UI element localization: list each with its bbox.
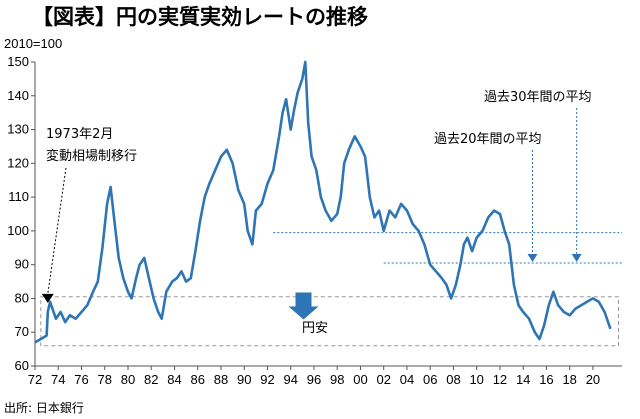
chart-title: 【図表】円の実質実効レートの推移 <box>32 5 368 29</box>
x-tick-label: 96 <box>307 372 321 387</box>
avg20-label: 過去20年間の平均 <box>434 132 542 147</box>
y-tick-label: 110 <box>8 189 29 204</box>
range-box <box>40 296 620 347</box>
avg30-label: 過去30年間の平均 <box>484 90 592 105</box>
source-note: 出所: 日本銀行 <box>4 401 84 415</box>
x-tick-label: 94 <box>283 372 297 387</box>
y-tick-label: 120 <box>7 155 29 170</box>
plot-area <box>34 62 622 367</box>
weak-yen-label: 円安 <box>302 321 328 336</box>
x-tick-label: 84 <box>167 372 181 387</box>
start-marker-triangle <box>41 293 54 303</box>
x-tick-label: 78 <box>98 372 112 387</box>
x-tick-label: 88 <box>214 372 228 387</box>
start-note-line2: 変動相場制移行 <box>46 148 137 164</box>
average-lines <box>273 232 622 264</box>
x-tick-label: 20 <box>586 372 600 387</box>
x-tick-label: 06 <box>423 372 437 387</box>
annotations: 1973年2月 変動相場制移行 過去20年間の平均 過去30年間の平均 円安 <box>41 90 592 336</box>
start-note-leader <box>47 167 67 294</box>
weak-yen-range-box <box>40 296 620 347</box>
series-layer <box>34 60 612 344</box>
x-tick-label: 12 <box>493 372 507 387</box>
x-tick-label: 00 <box>353 372 367 387</box>
x-tick-label: 14 <box>516 372 530 387</box>
x-tick-label: 82 <box>144 372 158 387</box>
y-tick-label: 130 <box>7 122 29 137</box>
avg20-arrow-head <box>527 253 538 262</box>
y-tick-label: 60 <box>15 358 29 373</box>
x-tick-label: 18 <box>562 372 576 387</box>
x-tick-label: 92 <box>260 372 274 387</box>
y-tick-label: 70 <box>15 324 29 339</box>
x-axis: 72 74 76 78 80 82 84 86 88 90 92 94 96 98 00 02 04 06 08 10… <box>28 366 600 387</box>
x-tick-label: 04 <box>400 372 414 387</box>
x-tick-label: 76 <box>74 372 88 387</box>
y-axis: 60 70 80 90 100 110 120 130 140 150 <box>7 54 35 373</box>
y-tick-label: 100 <box>7 223 29 238</box>
avg30-arrow-head <box>571 253 582 262</box>
y-tick-label: 150 <box>7 54 29 69</box>
x-tick-label: 80 <box>121 372 135 387</box>
x-tick-label: 90 <box>237 372 251 387</box>
x-tick-label: 72 <box>28 372 42 387</box>
unit-label: 2010=100 <box>4 36 62 51</box>
x-tick-label: 10 <box>469 372 483 387</box>
x-tick-label: 86 <box>190 372 204 387</box>
start-note-line1: 1973年2月 <box>46 127 113 142</box>
series-line <box>34 60 612 344</box>
x-tick-label: 16 <box>539 372 553 387</box>
weak-yen-arrow <box>288 292 319 320</box>
x-tick-label: 74 <box>51 372 65 387</box>
x-tick-label: 08 <box>446 372 460 387</box>
y-tick-label: 90 <box>15 257 29 272</box>
y-tick-label: 80 <box>15 290 29 305</box>
y-tick-label: 140 <box>7 88 29 103</box>
x-tick-label: 02 <box>376 372 390 387</box>
x-tick-label: 98 <box>330 372 344 387</box>
